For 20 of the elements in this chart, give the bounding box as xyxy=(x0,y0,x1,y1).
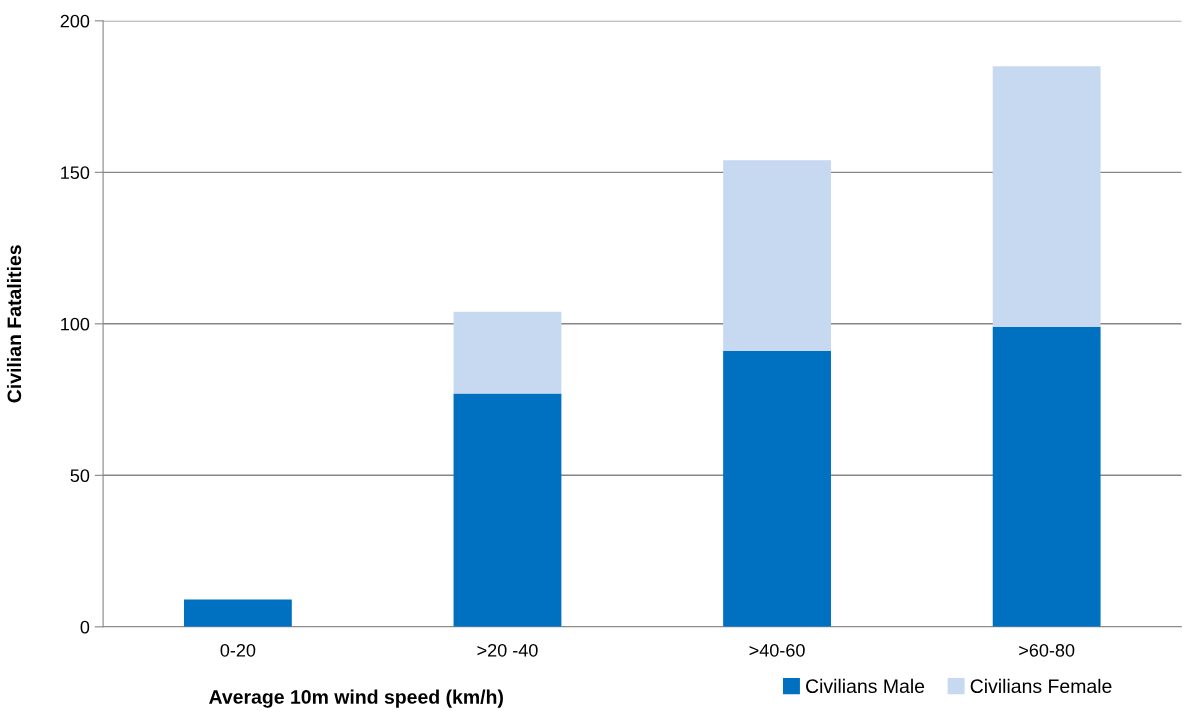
x-tick-label: >20 -40 xyxy=(477,643,538,657)
x-axis-title: Average 10m wind speed (km/h) xyxy=(209,689,503,708)
bar xyxy=(453,311,562,394)
bar xyxy=(992,326,1101,627)
bar xyxy=(183,599,292,627)
y-tick-label: 50 xyxy=(70,469,90,483)
x-tick-label: >40-60 xyxy=(749,643,805,657)
x-tick-label: 0-20 xyxy=(220,643,256,657)
y-axis-title: Civilian Fatalities xyxy=(6,245,22,403)
legend-label: Civilians Male xyxy=(806,678,925,694)
y-tick-label: 200 xyxy=(60,14,90,28)
bar xyxy=(723,351,831,627)
bar xyxy=(992,66,1101,327)
y-tick-label: 150 xyxy=(61,166,90,180)
bar xyxy=(723,160,831,352)
legend-label: Civilians Female xyxy=(970,678,1112,694)
bar xyxy=(453,393,562,627)
x-tick-label: >60-80 xyxy=(1019,643,1075,657)
y-tick-label: 0 xyxy=(80,620,90,634)
y-tick-label: 100 xyxy=(61,317,90,331)
